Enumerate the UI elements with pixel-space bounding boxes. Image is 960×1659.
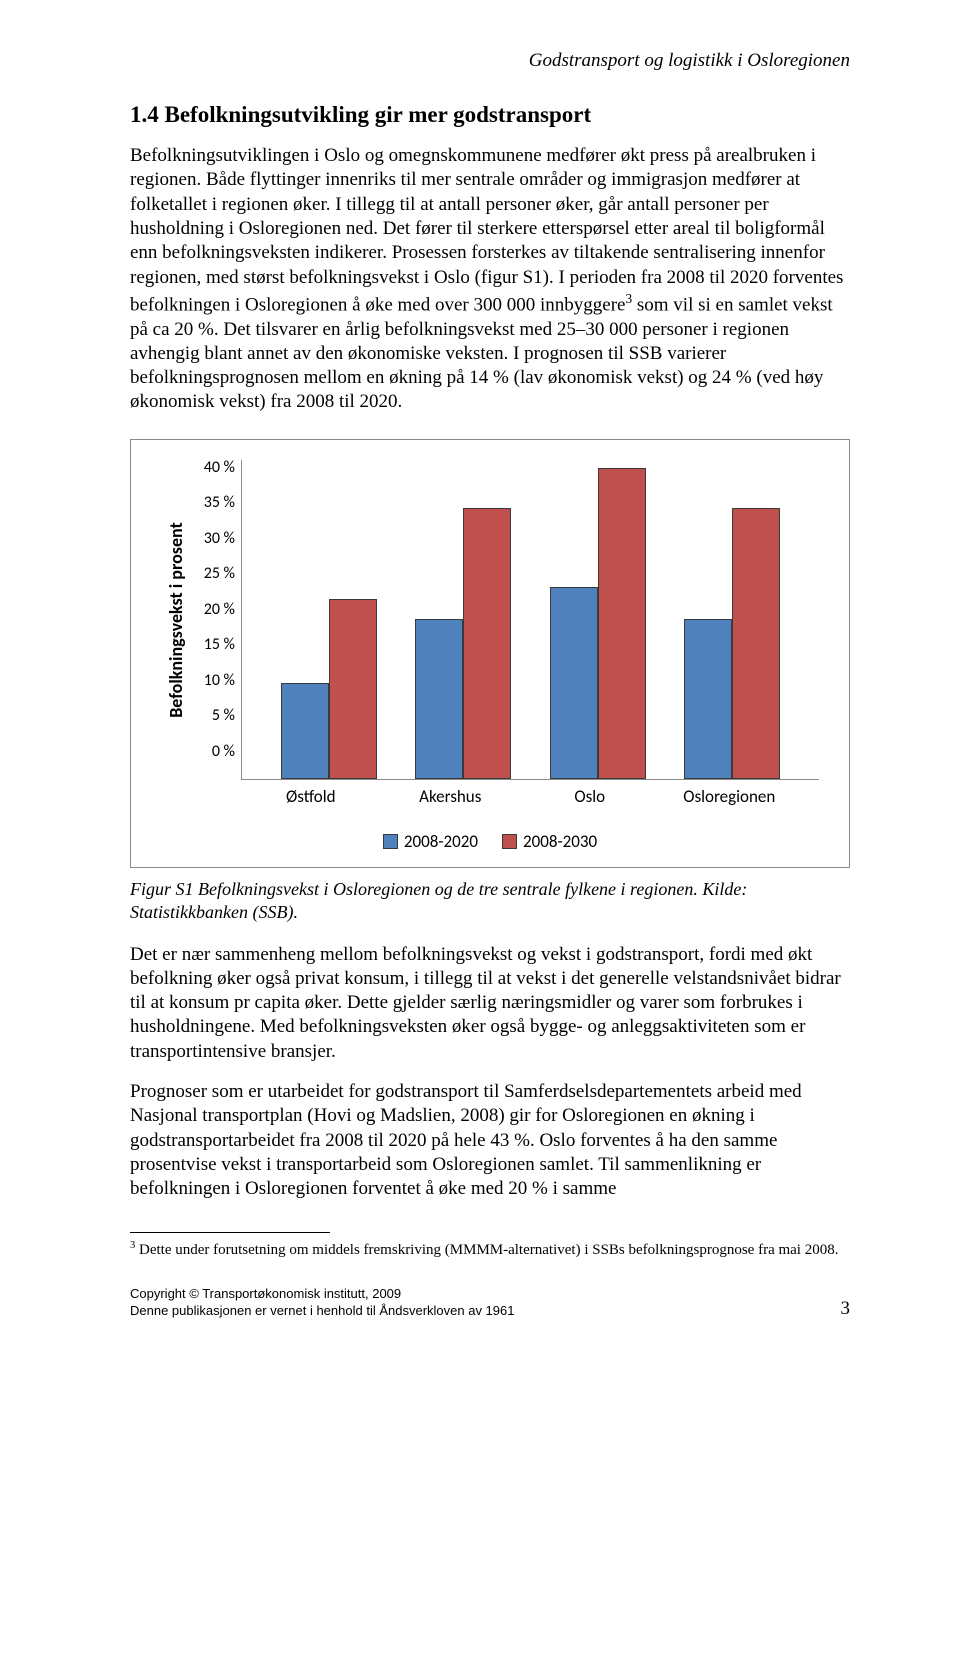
bar — [463, 508, 511, 779]
y-tick: 0 % — [191, 744, 235, 760]
bar-group — [281, 460, 377, 779]
bar — [598, 468, 646, 779]
footer-line-1: Copyright © Transportøkonomisk institutt… — [130, 1286, 514, 1303]
chart-container: Befolkningsvekst i prosent 40 % 35 % 30 % 2… — [130, 439, 850, 868]
figure-caption: Figur S1 Befolkningsvekst i Osloregionen… — [130, 878, 850, 925]
chart-plot: Befolkningsvekst i prosent 40 % 35 % 30 % 2… — [161, 460, 819, 780]
y-axis-label: Befolkningsvekst i prosent — [165, 522, 187, 718]
legend-swatch — [502, 834, 517, 849]
legend-item: 2008-2020 — [383, 831, 478, 852]
y-axis-ticks: 40 % 35 % 30 % 25 % 20 % 15 % 10 % 5 % 0 % — [191, 460, 241, 780]
legend-label: 2008-2030 — [523, 831, 597, 852]
page-number: 3 — [841, 1298, 851, 1320]
legend-swatch — [383, 834, 398, 849]
paragraph-2: Det er nær sammenheng mellom befolknings… — [130, 943, 850, 1065]
footer-left: Copyright © Transportøkonomisk institutt… — [130, 1286, 514, 1320]
footnote-text: Dette under forutsetning om middels frem… — [135, 1242, 838, 1258]
bar — [281, 683, 329, 779]
x-tick: Akershus — [381, 786, 521, 807]
bar-group — [550, 460, 646, 779]
bar-group — [415, 460, 511, 779]
bar-group — [684, 460, 780, 779]
x-axis-ticks: ØstfoldAkershusOsloOsloregionen — [161, 780, 819, 807]
bar — [550, 587, 598, 778]
bar — [684, 619, 732, 779]
section-heading: 1.4 Befolkningsutvikling gir mer godstra… — [130, 102, 850, 128]
y-axis-label-container: Befolkningsvekst i prosent — [161, 460, 191, 780]
y-tick: 10 % — [191, 673, 235, 689]
y-tick: 20 % — [191, 602, 235, 618]
y-tick: 30 % — [191, 531, 235, 547]
y-tick: 5 % — [191, 708, 235, 724]
x-tick: Osloregionen — [660, 786, 800, 807]
running-title: Godstransport og logistikk i Osloregione… — [130, 50, 850, 72]
legend-item: 2008-2030 — [502, 831, 597, 852]
plot-area — [241, 460, 819, 780]
y-tick: 15 % — [191, 637, 235, 653]
x-tick: Østfold — [241, 786, 381, 807]
footer-line-2: Denne publikasjonen er vernet i henhold … — [130, 1303, 514, 1320]
y-tick: 35 % — [191, 495, 235, 511]
footnote-separator — [130, 1232, 330, 1233]
bar — [732, 508, 780, 779]
x-tick: Oslo — [520, 786, 660, 807]
chart-legend: 2008-2020 2008-2030 — [161, 831, 819, 852]
bar — [415, 619, 463, 779]
paragraph-1a: Befolkningsutviklingen i Oslo og omegnsk… — [130, 145, 843, 315]
y-tick: 40 % — [191, 460, 235, 476]
footnote: 3 Dette under forutsetning om middels fr… — [130, 1239, 850, 1261]
paragraph-1: Befolkningsutviklingen i Oslo og omegnsk… — [130, 144, 850, 415]
y-tick: 25 % — [191, 566, 235, 582]
page-footer: Copyright © Transportøkonomisk institutt… — [130, 1286, 850, 1320]
paragraph-3: Prognoser som er utarbeidet for godstran… — [130, 1080, 850, 1202]
legend-label: 2008-2020 — [404, 831, 478, 852]
bar — [329, 599, 377, 778]
